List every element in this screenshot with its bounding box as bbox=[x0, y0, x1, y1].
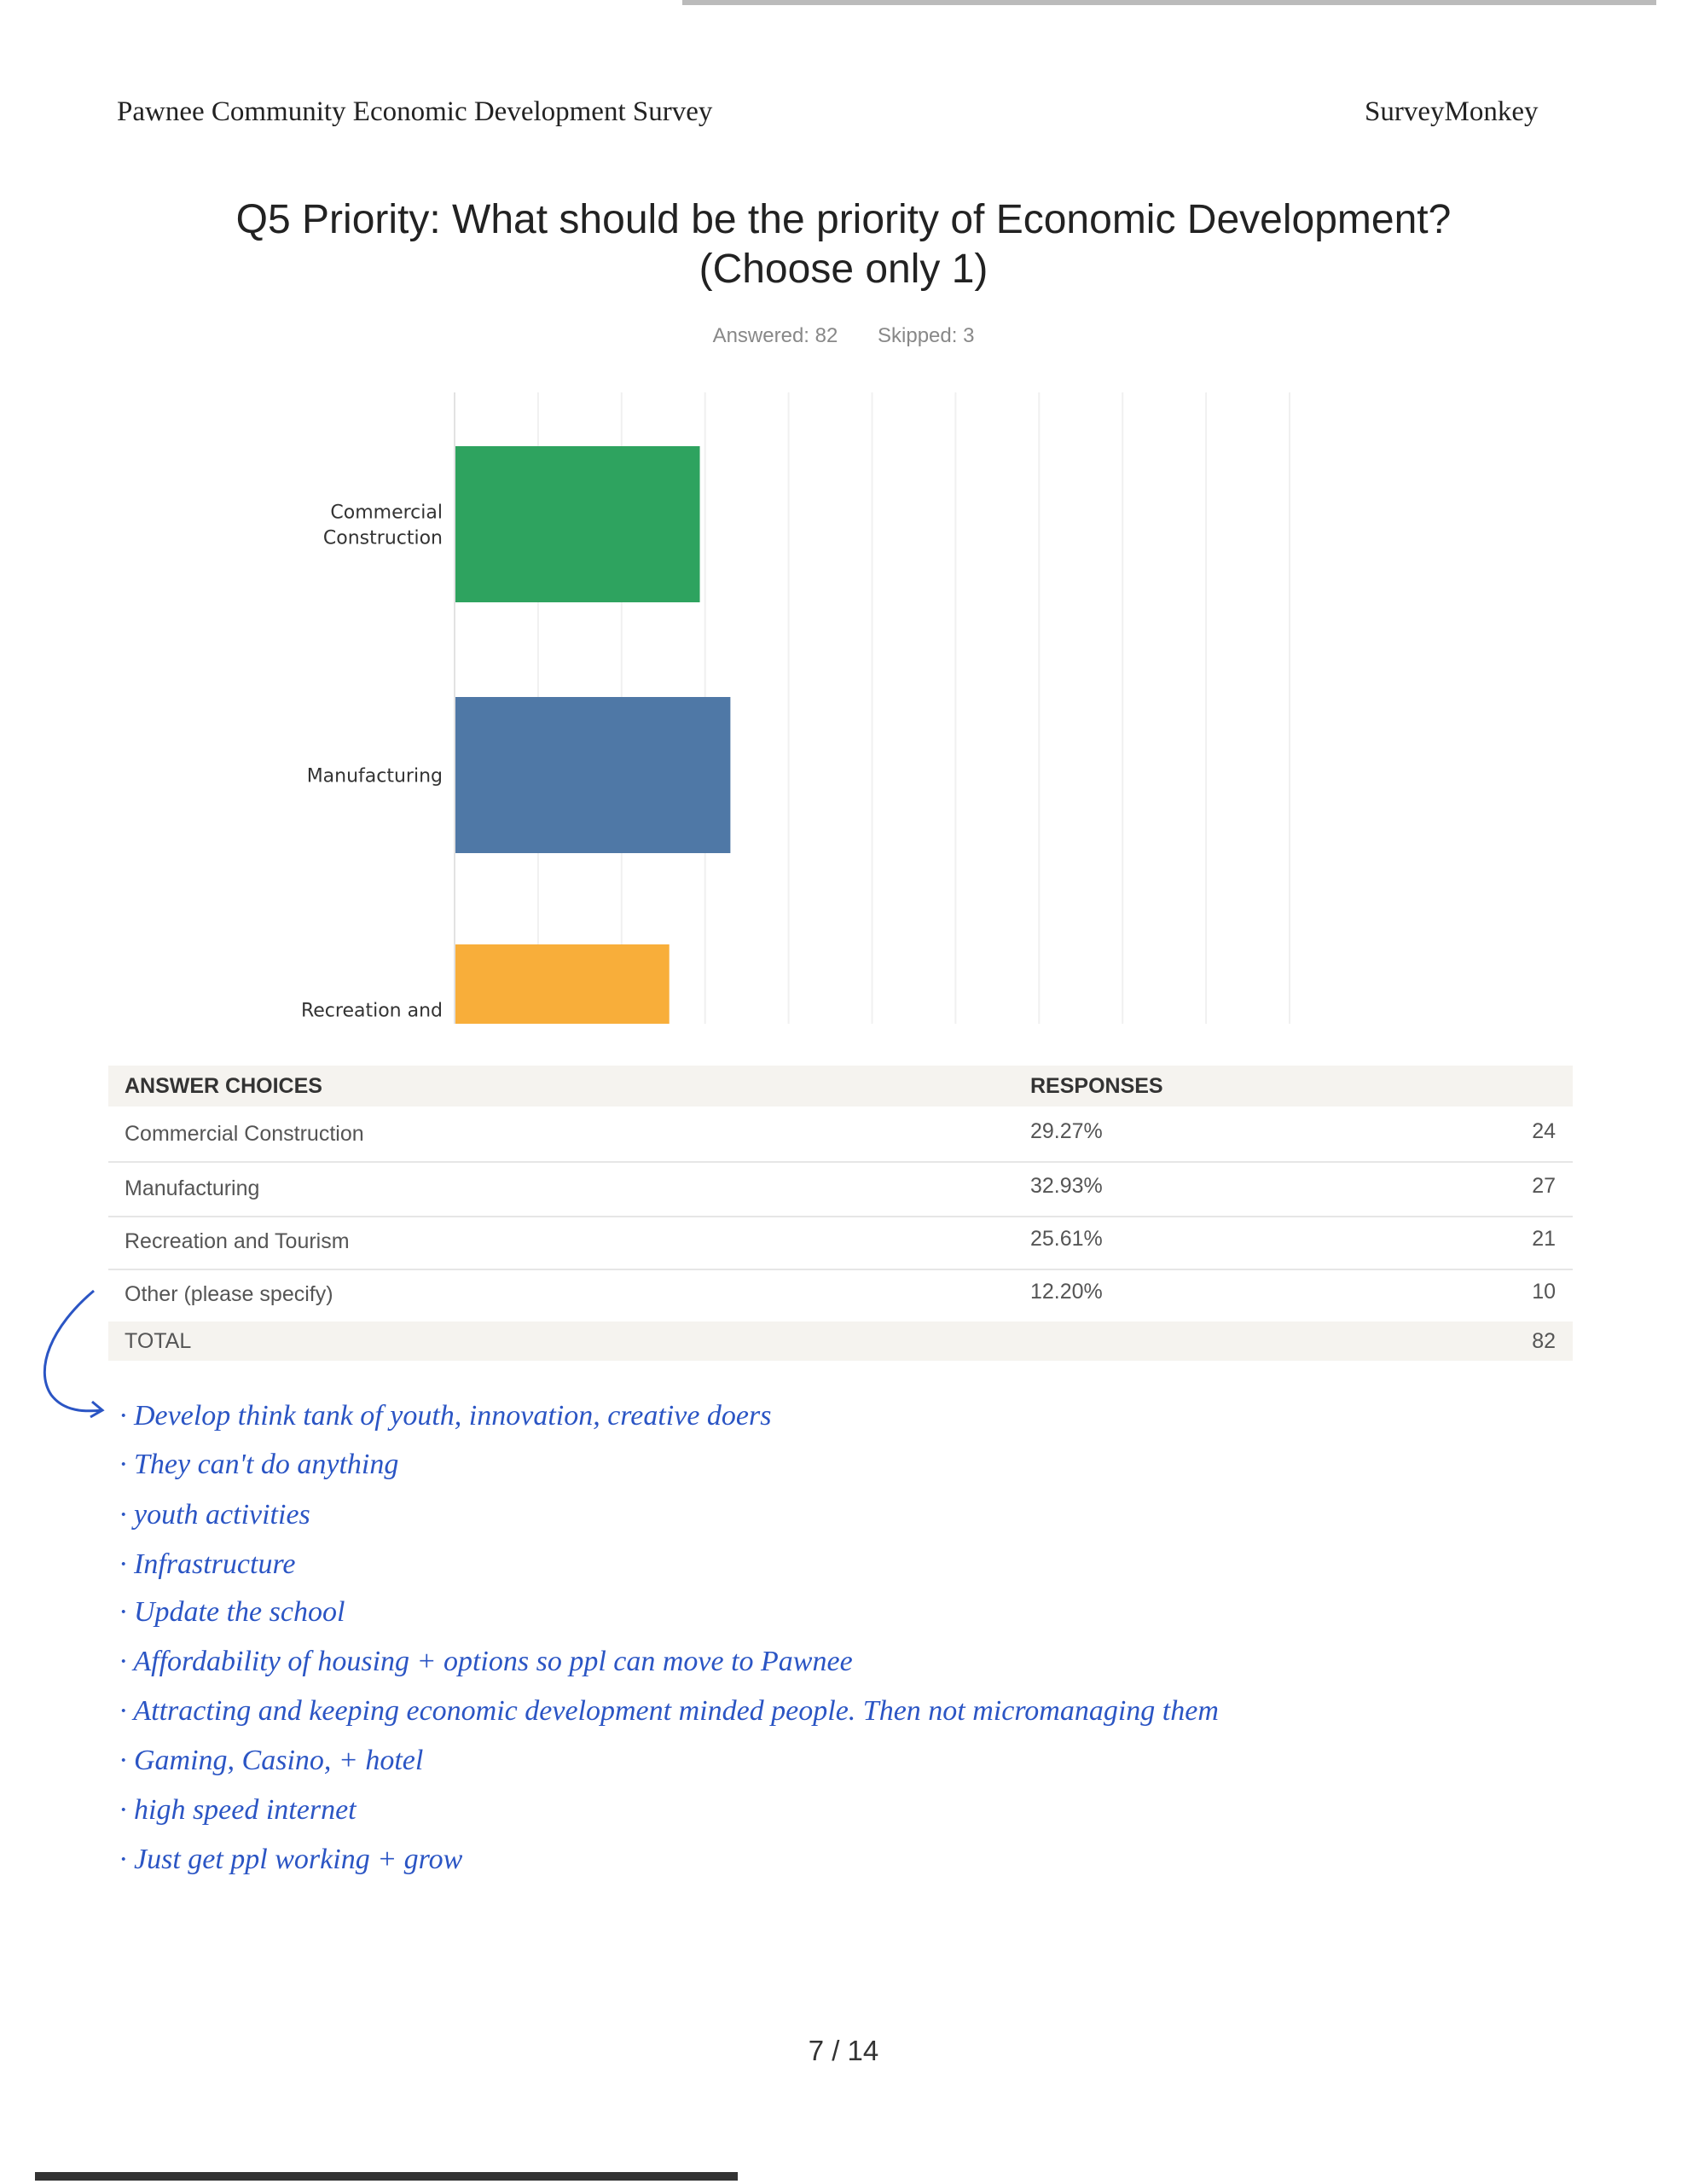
bar-2 bbox=[455, 944, 670, 1024]
table-header-band bbox=[108, 1066, 1573, 1107]
survey-title: Pawnee Community Economic Development Su… bbox=[117, 96, 713, 127]
answer-choice: Other (please specify) bbox=[125, 1282, 333, 1306]
brand-name: SurveyMonkey bbox=[1365, 96, 1539, 127]
handwritten-note: They can't do anything bbox=[119, 1448, 398, 1482]
handwritten-note: Gaming, Casino, + hotel bbox=[119, 1744, 423, 1778]
row-divider bbox=[108, 1161, 1573, 1163]
question-subtitle: (Choose only 1) bbox=[699, 247, 988, 292]
header-answer-choices: ANSWER CHOICES bbox=[125, 1074, 322, 1098]
row-divider bbox=[108, 1269, 1573, 1270]
total-count: 82 bbox=[1532, 1329, 1556, 1353]
bar-chart: 0%10%20%30%40%50%60%70%80%90%100%Commerc… bbox=[301, 392, 1290, 1024]
response-percent: 29.27% bbox=[1030, 1119, 1103, 1143]
skipped-count: Skipped: 3 bbox=[878, 324, 975, 347]
handwritten-note: high speed internet bbox=[119, 1793, 357, 1827]
answer-choice: Recreation and Tourism bbox=[125, 1229, 350, 1253]
handwritten-note: Develop think tank of youth, innovation,… bbox=[119, 1399, 772, 1433]
handwritten-note: Update the school bbox=[119, 1595, 345, 1629]
answered-count: Answered: 82 bbox=[712, 324, 838, 347]
response-percent: 32.93% bbox=[1030, 1174, 1103, 1198]
row-divider bbox=[108, 1216, 1573, 1217]
total-label: TOTAL bbox=[125, 1329, 192, 1353]
answer-choice: Commercial Construction bbox=[125, 1122, 364, 1146]
category-label: Commercial bbox=[330, 502, 443, 524]
handwritten-note: Infrastructure bbox=[119, 1548, 296, 1582]
header-responses: RESPONSES bbox=[1030, 1074, 1163, 1098]
category-label: Manufacturing bbox=[307, 766, 443, 787]
response-percent: 25.61% bbox=[1030, 1227, 1103, 1251]
bar-0 bbox=[455, 446, 700, 602]
response-count: 27 bbox=[1532, 1174, 1556, 1198]
category-label: Construction bbox=[323, 528, 443, 549]
response-count: 24 bbox=[1532, 1119, 1556, 1143]
scan-bottom-edge bbox=[35, 2172, 738, 2181]
handwritten-note: Attracting and keeping economic developm… bbox=[119, 1694, 1219, 1728]
answer-choice: Manufacturing bbox=[125, 1176, 260, 1200]
category-label: Recreation and bbox=[301, 1001, 443, 1022]
scan-top-edge bbox=[682, 0, 1656, 5]
handwritten-note: Just get ppl working + grow bbox=[119, 1843, 462, 1877]
bar-1 bbox=[455, 697, 731, 853]
handwritten-arrow bbox=[43, 1289, 105, 1419]
handwritten-note: Affordability of housing + options so pp… bbox=[119, 1645, 852, 1679]
page-number: 7 / 14 bbox=[808, 2035, 879, 2066]
response-count: 10 bbox=[1532, 1280, 1556, 1304]
handwritten-note: youth activities bbox=[119, 1498, 310, 1532]
response-count: 21 bbox=[1532, 1227, 1556, 1251]
question-title: Q5 Priority: What should be the priority… bbox=[235, 197, 1452, 242]
response-stats: Answered: 82 Skipped: 3 bbox=[0, 324, 1687, 348]
total-row-band bbox=[108, 1321, 1573, 1361]
response-percent: 12.20% bbox=[1030, 1280, 1103, 1304]
